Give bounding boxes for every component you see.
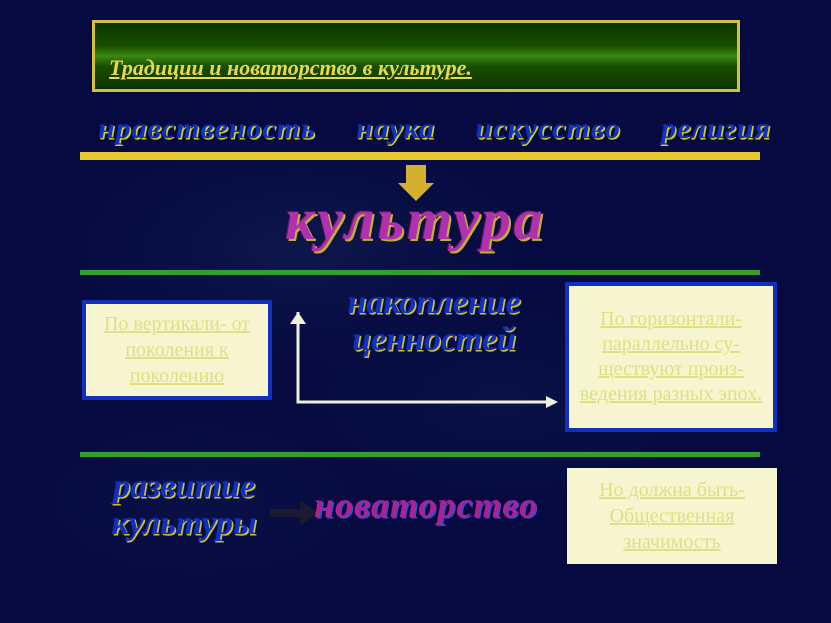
vertical-box: По вертикали- от поколения к поколению: [82, 300, 272, 400]
center-line-1: накопление: [314, 284, 554, 321]
dev-line-1: развитие: [84, 468, 284, 505]
category-religion: религия: [661, 112, 771, 146]
category-morality: нравственость: [98, 112, 316, 146]
vertical-box-text: По вертикали- от поколения к поколению: [90, 311, 264, 389]
center-phrase: накопление ценностей: [314, 284, 554, 359]
horizontal-box-text: По горизонтали-параллельно су- ществуют …: [575, 307, 767, 407]
green-divider-1: [80, 270, 760, 275]
slide-title: Традиции и новаторство в культуре.: [109, 55, 472, 81]
down-arrow-icon: [406, 165, 426, 183]
title-box: Традиции и новаторство в культуре.: [92, 20, 740, 92]
green-divider-2: [80, 452, 760, 457]
significance-box-text: Но должна быть- Общественная значимость: [573, 477, 771, 555]
development-phrase: развитие культуры: [84, 468, 284, 543]
yellow-bar: [80, 152, 760, 160]
right-arrow-icon: [270, 500, 320, 526]
dev-line-2: культуры: [84, 505, 284, 542]
categories-row: нравственость наука искусство религия: [98, 112, 771, 146]
category-science: наука: [356, 112, 435, 146]
culture-heading: культура: [0, 186, 831, 253]
horizontal-box: По горизонтали-параллельно су- ществуют …: [565, 282, 777, 432]
significance-box: Но должна быть- Общественная значимость: [567, 468, 777, 564]
innovation-heading: новаторство: [314, 484, 538, 526]
center-line-2: ценностей: [314, 321, 554, 358]
category-art: искусство: [475, 112, 621, 146]
